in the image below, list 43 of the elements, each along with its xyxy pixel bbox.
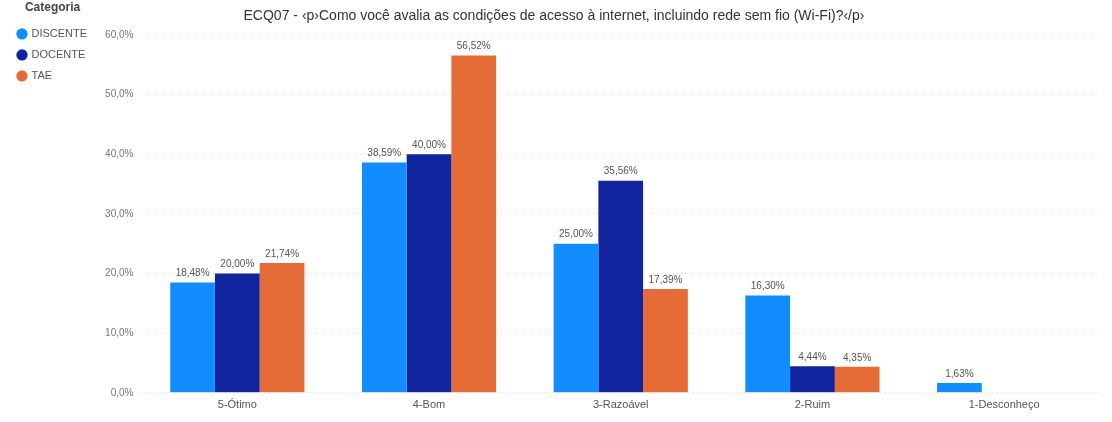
bar [406, 154, 452, 393]
data-label: 40,00% [412, 138, 447, 150]
bar [834, 366, 880, 393]
bar [937, 383, 982, 393]
data-label: 16,30% [750, 280, 785, 292]
bar [451, 55, 497, 393]
x-tick-label: 1-Desconheço [968, 398, 1040, 411]
legend-label: DISCENTE [31, 26, 88, 39]
bar [643, 289, 688, 393]
x-tick-label: 4-Bom [412, 398, 446, 411]
legend-label: TAE [31, 68, 53, 81]
bar [790, 366, 835, 393]
bar [214, 273, 260, 393]
data-label: 56,52% [456, 40, 491, 52]
y-tick-label: 30,0% [105, 207, 134, 219]
y-tick-label: 10,0% [105, 326, 134, 338]
bar [170, 282, 215, 393]
data-label: 25,00% [559, 228, 594, 240]
chart-title: ECQ07 - ‹p›Como você avalia as condições de acesso à internet, incluindo rede sem fio (Wi-Fi)?‹/p› [243, 7, 865, 24]
bar [361, 162, 407, 393]
y-tick-label: 60,0% [105, 28, 134, 40]
data-label: 38,59% [367, 147, 402, 159]
x-tick-label: 2-Ruim [794, 398, 831, 411]
bar [259, 263, 305, 393]
x-tick-label: 3-Razoável [592, 398, 649, 411]
data-label: 17,39% [648, 273, 683, 285]
y-tick-label: 20,0% [105, 267, 134, 279]
legend-title: Categoria [24, 0, 81, 15]
x-tick-label: 5-Ótimo [217, 398, 257, 411]
data-label: 35,56% [603, 165, 638, 177]
y-tick-label: 50,0% [105, 88, 134, 100]
data-label: 4,35% [842, 351, 872, 363]
bar [553, 243, 599, 393]
data-label: 4,44% [798, 351, 827, 363]
y-tick-label: 40,0% [105, 147, 134, 159]
legend-label: DOCENTE [31, 47, 86, 60]
y-tick-label: 0,0% [110, 386, 134, 398]
data-label: 18,48% [175, 267, 210, 279]
data-label: 1,63% [945, 367, 974, 379]
data-label: 20,00% [220, 258, 255, 270]
bar [598, 180, 644, 393]
data-label: 21,74% [265, 247, 300, 259]
bar [745, 295, 791, 393]
